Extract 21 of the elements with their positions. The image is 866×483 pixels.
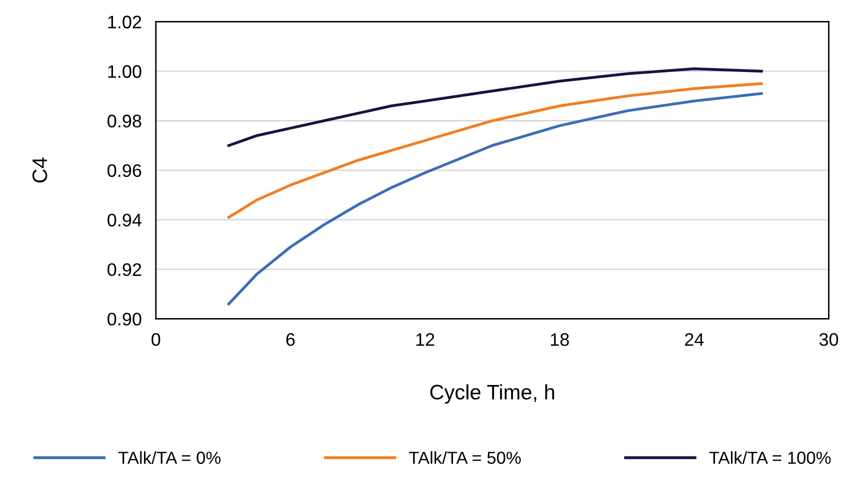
line-series xyxy=(227,82,763,219)
x-axis-title: Cycle Time, h xyxy=(430,384,554,404)
y-tick-label: 0.96 xyxy=(108,164,142,177)
x-tick-label: 12 xyxy=(416,333,434,346)
y-tick-label: 0.98 xyxy=(108,114,142,128)
x-tick-label: 24 xyxy=(685,333,704,346)
line-series xyxy=(227,92,763,306)
x-tick-label: 18 xyxy=(550,333,569,346)
x-tick-label: 30 xyxy=(819,333,838,346)
y-tick-label: 0.92 xyxy=(108,263,142,276)
y-axis-title: C4 xyxy=(32,158,48,183)
legend-label: TAlk/TA = 100% xyxy=(709,451,831,464)
y-tick-label: 0.94 xyxy=(108,214,142,226)
y-tick-label: 1.02 xyxy=(108,16,142,28)
legend-label: TAlk/TA = 0% xyxy=(118,451,221,464)
line-series xyxy=(227,67,763,147)
x-tick-label: 0 xyxy=(152,333,160,346)
x-tick-label: 6 xyxy=(286,333,295,346)
legend-label: TAlk/TA = 50% xyxy=(409,451,521,464)
y-tick-label: 1.00 xyxy=(108,65,142,78)
y-tick-label: 0.90 xyxy=(108,312,142,326)
